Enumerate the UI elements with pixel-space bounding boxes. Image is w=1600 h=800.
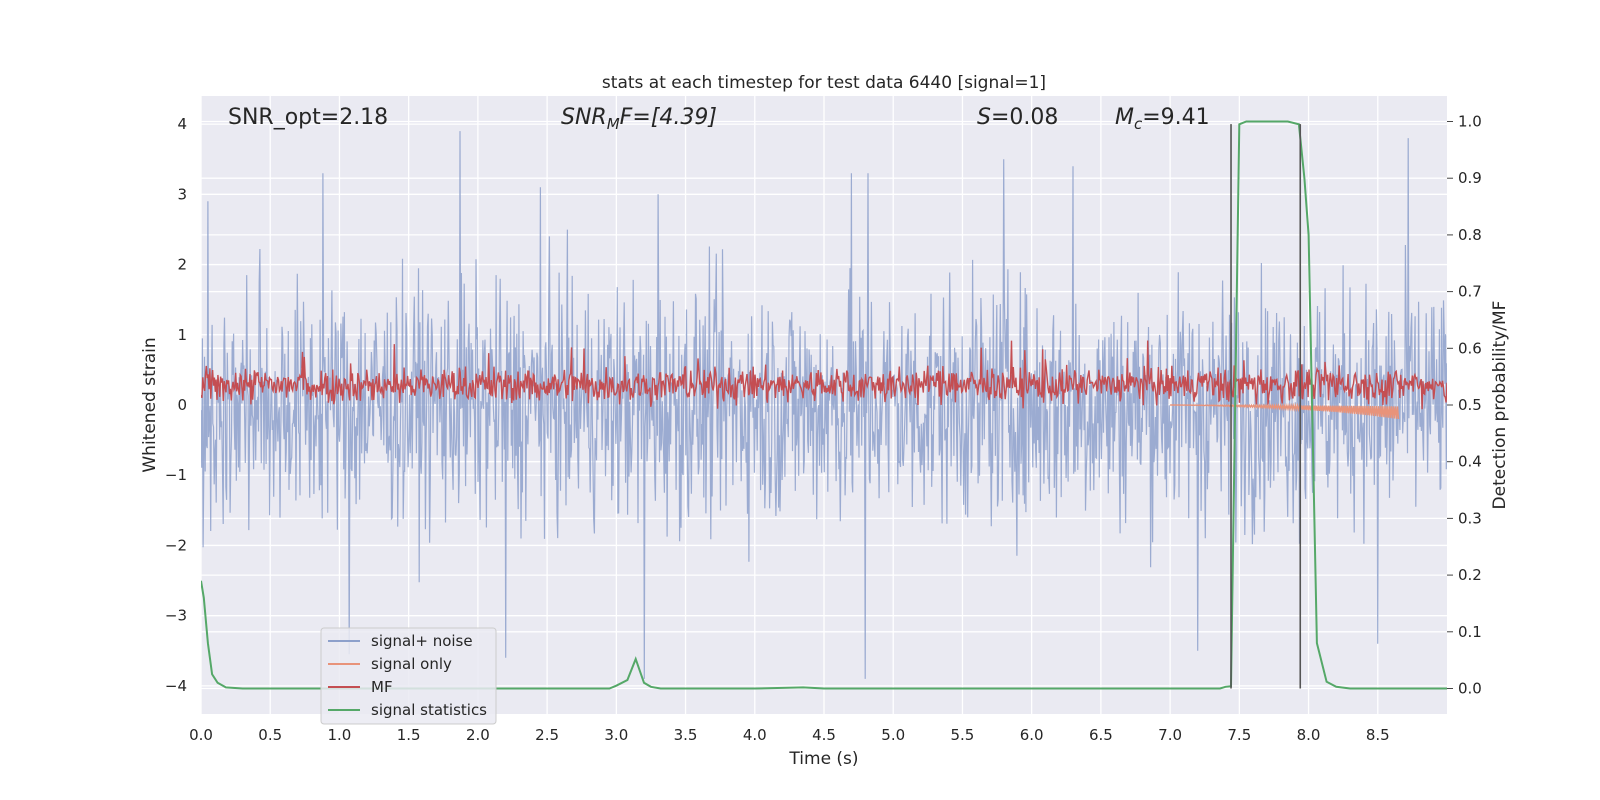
y-right-tick-label: 0.7 <box>1458 283 1482 301</box>
y-tick-label: −2 <box>165 536 187 554</box>
vertical-markers <box>1230 124 1302 689</box>
x-tick-label: 5.0 <box>881 726 905 744</box>
x-tick-label: 3.0 <box>604 726 628 744</box>
x-axis-label: Time (s) <box>788 749 858 769</box>
y-tick-label: 2 <box>177 256 187 274</box>
legend-label-signal-only: signal only <box>371 655 452 673</box>
y-right-tick-label: 0.5 <box>1458 396 1482 414</box>
y-axis-label: Whitened strain <box>140 337 160 472</box>
y-tick-label: −4 <box>165 677 187 695</box>
y-right-tick-label: 0.6 <box>1458 339 1482 357</box>
x-tick-label: 2.5 <box>535 726 559 744</box>
x-tick-label: 0.5 <box>258 726 282 744</box>
x-tick-label: 3.5 <box>674 726 698 744</box>
x-ticks: 0.0 0.5 1.0 1.5 2.0 2.5 3.0 3.5 4.0 4.5 5.0 5.5 6.0 6… <box>189 726 1390 744</box>
y-right-tick-label: 0.3 <box>1458 509 1482 527</box>
y-axis-label-right: Detection probability/MF <box>1490 301 1510 510</box>
annotations: SNR_opt=2.18 SNRMF=[4.39] S=0.08 Mc=9.41 <box>228 105 1210 133</box>
y-tick-label: −3 <box>165 607 187 625</box>
plot-series <box>201 120 1447 690</box>
y-tick-label: 4 <box>177 115 187 133</box>
annotation-snr-opt: SNR_opt=2.18 <box>228 105 388 130</box>
series-mf <box>201 340 1447 410</box>
x-tick-label: 8.0 <box>1297 726 1321 744</box>
y-right-tick-label: 0.4 <box>1458 453 1482 471</box>
x-tick-label: 4.0 <box>743 726 767 744</box>
y-tick-label: 0 <box>177 396 187 414</box>
annotation-snr-mf: SNRMF=[4.39] <box>561 105 717 133</box>
grid <box>200 96 1447 714</box>
y-right-tick-label: 0.2 <box>1458 566 1482 584</box>
x-tick-label: 7.0 <box>1158 726 1182 744</box>
y-right-tick-label: 0.9 <box>1458 169 1482 187</box>
series-signal-only <box>1170 402 1400 420</box>
x-tick-label: 1.0 <box>328 726 352 744</box>
y-right-tick-label: 0.0 <box>1458 679 1482 697</box>
y-tick-label: 3 <box>177 185 187 203</box>
x-tick-label: 6.5 <box>1089 726 1113 744</box>
annotation-s-value: S=0.08 <box>977 105 1058 130</box>
y-tick-label: 1 <box>177 326 187 344</box>
chart-title: stats at each timestep for test data 644… <box>602 73 1046 93</box>
x-tick-label: 8.5 <box>1366 726 1390 744</box>
x-tick-label: 6.0 <box>1020 726 1044 744</box>
y-ticks-left: −4 −3 −2 −1 0 1 2 3 4 <box>165 115 187 695</box>
x-tick-label: 2.0 <box>466 726 490 744</box>
legend-label-signal-statistics: signal statistics <box>371 701 487 719</box>
y-ticks-right: 0.0 0.1 0.2 0.3 0.4 0.5 0.6 0.7 0.8 0.9 1.0 <box>1447 113 1482 697</box>
x-tick-label: 4.5 <box>812 726 836 744</box>
x-tick-label: 0.0 <box>189 726 213 744</box>
series-signal-statistics <box>201 120 1447 690</box>
legend-label-mf: MF <box>371 678 393 696</box>
x-tick-label: 1.5 <box>397 726 421 744</box>
legend-label-signal-noise: signal+ noise <box>371 632 473 650</box>
legend: signal+ noise signal only MF signal stat… <box>320 627 497 725</box>
x-tick-label: 7.5 <box>1227 726 1251 744</box>
annotation-mc-value: Mc=9.41 <box>1115 105 1210 133</box>
x-tick-label: 5.5 <box>951 726 975 744</box>
y-tick-label: −1 <box>165 466 187 484</box>
y-right-tick-label: 1.0 <box>1458 113 1482 131</box>
legend-box <box>320 627 497 725</box>
y-right-tick-label: 0.8 <box>1458 226 1482 244</box>
y-right-tick-label: 0.1 <box>1458 623 1482 641</box>
